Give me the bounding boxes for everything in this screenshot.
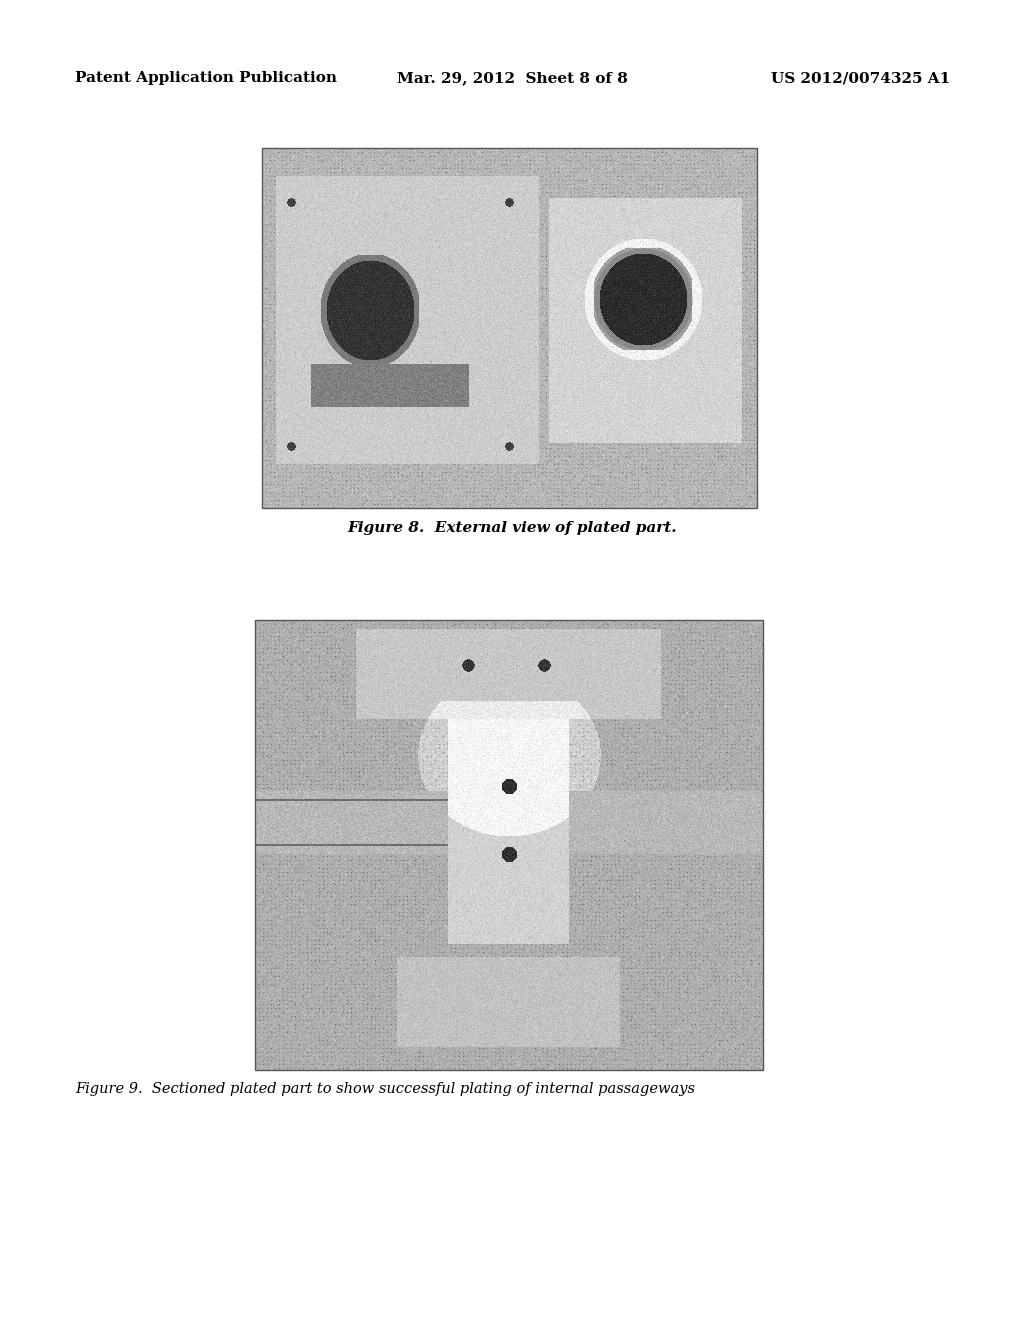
- Text: Figure 9.  Sectioned plated part to show successful plating of internal passagew: Figure 9. Sectioned plated part to show …: [75, 1082, 695, 1096]
- Bar: [262, 148, 757, 508]
- Bar: [255, 620, 763, 1071]
- Text: US 2012/0074325 A1: US 2012/0074325 A1: [771, 71, 950, 84]
- Text: Figure 8.  External view of plated part.: Figure 8. External view of plated part.: [347, 521, 677, 535]
- Text: Patent Application Publication: Patent Application Publication: [75, 71, 337, 84]
- Text: Mar. 29, 2012  Sheet 8 of 8: Mar. 29, 2012 Sheet 8 of 8: [396, 71, 628, 84]
